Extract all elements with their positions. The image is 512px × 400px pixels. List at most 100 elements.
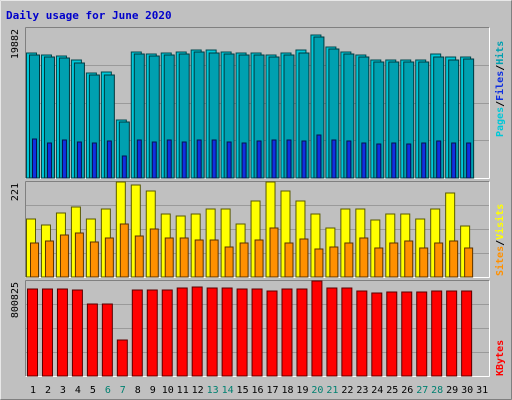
bar-sites: Sites 64 xyxy=(314,248,324,278)
bar-sites: Sites 68 xyxy=(374,247,384,278)
bar-pages: Pages 4900 xyxy=(301,140,307,179)
bar-sites: Sites 80 xyxy=(30,242,39,278)
day-label: 4 xyxy=(75,385,81,396)
day-label: 20 xyxy=(311,385,323,396)
day-label: 9 xyxy=(150,385,156,396)
bar-pages: Pages 4700 xyxy=(46,142,52,179)
bar-pages: Pages 4600 xyxy=(91,142,97,179)
bar-sites: Sites 84 xyxy=(404,240,414,278)
bar-kbytes: KBytes 730000 xyxy=(56,288,68,377)
bar-sites: Sites 91 xyxy=(104,237,114,278)
day-label: 27 xyxy=(416,385,428,396)
day-label: 31 xyxy=(476,385,488,396)
bar-kbytes: KBytes 710000 xyxy=(416,291,428,377)
bar-kbytes: KBytes 605000 xyxy=(86,303,98,377)
bar-kbytes: KBytes 705000 xyxy=(386,291,398,377)
day-label: 19 xyxy=(296,385,308,396)
bar-sites: Sites 70 xyxy=(224,246,234,278)
bar-sites: Sites 96 xyxy=(134,235,144,278)
bar-kbytes: KBytes 725000 xyxy=(161,289,173,377)
legend-sites: Sites xyxy=(494,246,506,276)
panel-visits-sites: Visits 134Sites 80Visits 122Sites 84Visi… xyxy=(25,181,490,278)
bar-sites: Sites 80 xyxy=(239,242,249,278)
day-label: 6 xyxy=(105,385,111,396)
chart-title: Daily usage for June 2020 xyxy=(6,9,172,22)
bar-sites: Sites 67 xyxy=(464,247,474,278)
bar-sites: Sites 87 xyxy=(209,239,219,278)
bar-sites: Sites 80 xyxy=(284,242,294,278)
bar-sites: Sites 88 xyxy=(299,238,309,278)
legend-separator: / xyxy=(495,65,506,71)
day-label: 11 xyxy=(177,385,189,396)
bar-sites: Sites 84 xyxy=(44,240,54,278)
day-label: 16 xyxy=(252,385,264,396)
panel-hits-files-pages: Hits 16600Files 16300Pages 5200Hits 1630… xyxy=(25,27,490,179)
bar-sites: Sites 81 xyxy=(89,241,99,278)
day-label: 30 xyxy=(461,385,473,396)
bar-kbytes: KBytes 720000 xyxy=(266,290,278,377)
bar-sites: Sites 91 xyxy=(359,237,369,278)
bar-sites: Sites 86 xyxy=(194,239,204,278)
legend-visits: Visits xyxy=(494,204,506,240)
day-label: 5 xyxy=(90,385,96,396)
legend-sites-visits: Sites / Visits xyxy=(494,204,506,276)
bar-kbytes: KBytes 715000 xyxy=(356,290,368,377)
bar-kbytes: KBytes 715000 xyxy=(461,290,473,377)
day-label: 28 xyxy=(431,385,443,396)
bar-sites: Sites 69 xyxy=(329,246,339,278)
legend-separator: / xyxy=(495,240,506,246)
bar-pages: Pages 4800 xyxy=(181,141,187,179)
bar-kbytes: KBytes 710000 xyxy=(401,291,413,377)
bar-pages: Pages 4500 xyxy=(406,143,412,179)
day-label: 15 xyxy=(237,385,249,396)
day-label: 1 xyxy=(30,385,36,396)
bar-kbytes: KBytes 730000 xyxy=(296,288,308,377)
bar-kbytes: KBytes 745000 xyxy=(176,287,188,377)
y-max-label-middle: 221 xyxy=(10,183,21,201)
y-max-label-bottom: 800825 xyxy=(10,282,21,318)
bar-pages: Pages 4900 xyxy=(256,140,262,179)
bar-pages: Pages 4600 xyxy=(361,142,367,179)
day-label: 22 xyxy=(341,385,353,396)
bar-kbytes: KBytes 725000 xyxy=(71,289,83,377)
bar-sites: Sites 86 xyxy=(254,239,264,278)
bar-pages: Pages 5000 xyxy=(136,139,142,179)
bar-pages: Pages 5100 xyxy=(196,139,202,179)
day-label: 25 xyxy=(386,385,398,396)
bar-pages: Pages 4900 xyxy=(346,140,352,179)
bar-pages: Pages 4800 xyxy=(226,141,232,179)
bar-kbytes: KBytes 740000 xyxy=(221,287,233,377)
day-label: 23 xyxy=(356,385,368,396)
bar-sites: Sites 124 xyxy=(119,223,129,278)
legend-files: Files xyxy=(494,71,506,101)
bar-pages: Pages 5000 xyxy=(271,139,277,179)
bar-sites: Sites 68 xyxy=(419,247,429,278)
legend-pages-files-hits: Pages / Files / Hits xyxy=(494,41,506,137)
bar-kbytes: KBytes 740000 xyxy=(341,287,353,377)
day-label: 10 xyxy=(162,385,174,396)
legend-separator: / xyxy=(495,101,506,107)
day-label: 29 xyxy=(446,385,458,396)
bar-pages: Pages 4800 xyxy=(76,141,82,179)
bar-kbytes: KBytes 745000 xyxy=(326,287,338,377)
bar-kbytes: KBytes 720000 xyxy=(431,290,443,377)
bar-pages: Pages 5200 xyxy=(32,138,37,179)
bar-pages: Pages 4900 xyxy=(436,140,442,179)
bar-sites: Sites 80 xyxy=(434,242,444,278)
bar-sites: Sites 80 xyxy=(344,242,354,278)
bar-kbytes: KBytes 720000 xyxy=(446,290,458,377)
bar-sites: Sites 111 xyxy=(149,228,159,278)
y-max-label-top: 19882 xyxy=(10,29,21,59)
day-label: 8 xyxy=(135,385,141,396)
bar-pages: Pages 4800 xyxy=(151,141,157,179)
legend-hits: Hits xyxy=(494,41,506,65)
day-label: 12 xyxy=(192,385,204,396)
bar-kbytes: KBytes 725000 xyxy=(146,289,158,377)
panel-kbytes: KBytes 735000KBytes 730000KBytes 730000K… xyxy=(25,280,490,377)
day-label: 24 xyxy=(371,385,383,396)
day-label: 3 xyxy=(60,385,66,396)
bar-pages: Pages 5100 xyxy=(61,139,67,179)
legend-kbytes: KBytes xyxy=(495,340,506,376)
bar-sites: Sites 97 xyxy=(59,234,69,278)
